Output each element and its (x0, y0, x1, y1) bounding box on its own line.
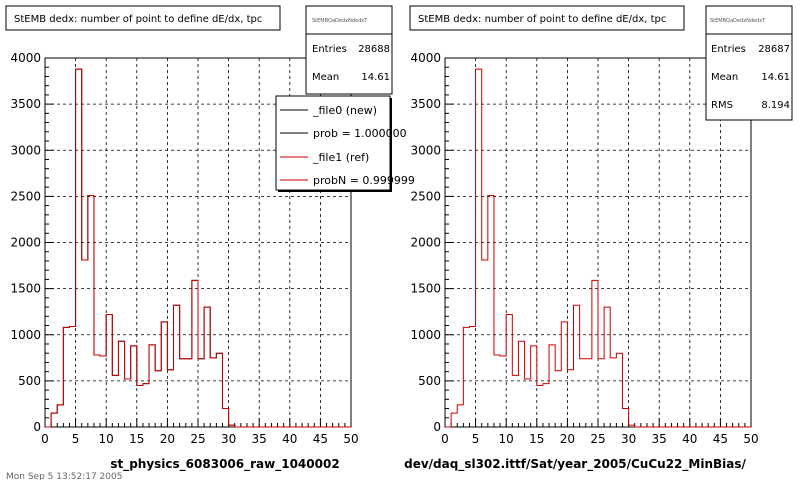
panel-1-x-tick-label: 20 (160, 432, 175, 446)
panel-1-x-axis-label: st_physics_6083006_raw_1040002 (110, 457, 339, 472)
panel-2-y-tick-label: 2000 (410, 236, 441, 250)
panel-2-x-tick-label: 25 (590, 432, 605, 446)
panel-1-y-tick-label: 4000 (10, 51, 41, 65)
panel-2-y-tick-label: 500 (418, 374, 441, 388)
panel-1-y-tick-label: 1000 (10, 328, 41, 342)
panel-2-y-tick-label: 3000 (410, 143, 441, 157)
panel-2-y-tick-label: 4000 (410, 51, 441, 65)
panel-1-y-tick-label: 500 (18, 374, 41, 388)
panel-2-y-tick-label: 1000 (410, 328, 441, 342)
legend-entry-file0: _file0 (new) (312, 104, 377, 117)
panel-2-y-tick-label: 0 (433, 420, 441, 434)
panel-1-stats-box: StEMBQaDedxNdedxT Entries 28688 Mean 14.… (305, 5, 393, 95)
panel-2-plot-area: 0 5 10 15 20 25 30 35 40 45 5005001000150020002500… (410, 51, 758, 446)
panel-2-x-tick-label: 45 (713, 432, 728, 446)
panel-2-title: StEMB dedx: number of point to define dE… (418, 14, 666, 25)
panel-2-x-tick-label: 10 (499, 432, 514, 446)
panel-1-y-tick-label: 3500 (10, 97, 41, 111)
panel-1-y-tick-label: 2000 (10, 236, 41, 250)
panel-1-x-tick-label: 45 (313, 432, 328, 446)
panel-1-stats-value-mean: 14.61 (361, 72, 390, 83)
panel-2-x-tick-label: 15 (529, 432, 544, 446)
panel-2-stats-box: StEMBQaDedxNdedxT Entries 28687 Mean 14.… (705, 5, 793, 121)
panel-2-y-tick-label: 1500 (410, 282, 441, 296)
panel-2-title-box: StEMB dedx: number of point to define dE… (409, 5, 685, 31)
panel-2-y-tick-label: 3500 (410, 97, 441, 111)
panel-2-stats-label-mean: Mean (711, 72, 738, 83)
panel-2-stats-name: StEMBQaDedxNdedxT (710, 18, 766, 24)
panel-1-x-tick-label: 15 (129, 432, 144, 446)
panel-1-x-tick-label: 25 (190, 432, 205, 446)
panel-1-series-2 (45, 68, 351, 428)
panel-1-y-tick-label: 3000 (10, 143, 41, 157)
panel-2-x-tick-label: 35 (652, 432, 667, 446)
panel-2-series-1 (445, 68, 751, 428)
panel-1-title: StEMB dedx: number of point to define dE… (14, 14, 262, 25)
panel-1-stats-label-mean: Mean (312, 72, 339, 83)
panel-2-x-tick-label: 20 (560, 432, 575, 446)
panel-1-x-tick-label: 30 (221, 432, 236, 446)
panel-2-x-tick-label: 50 (743, 432, 758, 446)
legend-entry-probn: probN = 0.999999 (313, 174, 415, 187)
panel-2-x-tick-label: 40 (682, 432, 697, 446)
panel-2-x-tick-label: 5 (472, 432, 480, 446)
panel-1-x-tick-label: 50 (343, 432, 358, 446)
panel-2-x-tick-label: 0 (441, 432, 449, 446)
panel-2-x-tick-label: 30 (621, 432, 636, 446)
panel-2-x-axis-label: dev/daq_sl302.ittf/Sat/year_2005/CuCu22_… (404, 457, 746, 472)
panel-1-legend: _file0 (new) prob = 1.000000 _file1 (ref… (275, 95, 415, 192)
panel-2-stats-value-entries: 28687 (758, 44, 790, 55)
legend-entry-file1: _file1 (ref) (312, 151, 369, 164)
panel-1-x-tick-label: 10 (99, 432, 114, 446)
panel-2-stats-value-mean: 14.61 (761, 72, 790, 83)
panel-1-x-tick-label: 35 (252, 432, 267, 446)
panel-1-stats-value-entries: 28688 (358, 44, 390, 55)
panel-1-stats-label-entries: Entries (312, 44, 347, 55)
footer-timestamp: Mon Sep 5 13:52:17 2005 (6, 472, 122, 480)
panel-2-stats-label-rms: RMS (711, 100, 733, 111)
panel-1-y-tick-label: 0 (33, 420, 41, 434)
panel-1-plot-area: 0 5 10 15 20 25 30 35 40 45 5005001000150020002500… (10, 51, 358, 446)
panel-1-stats-name: StEMBQaDedxNdedxT (312, 18, 368, 24)
panel-1-x-tick-label: 0 (41, 432, 49, 446)
panel-2-y-tick-label: 2500 (410, 189, 441, 203)
legend-entry-prob: prob = 1.000000 (313, 127, 407, 140)
panel-1-title-box: StEMB dedx: number of point to define dE… (5, 5, 281, 31)
panel-2-stats-label-entries: Entries (711, 44, 746, 55)
panel-1-y-tick-label: 2500 (10, 189, 41, 203)
panel-2-stats-value-rms: 8.194 (761, 100, 790, 111)
panel-1-x-tick-label: 5 (72, 432, 80, 446)
panel-1-x-tick-label: 40 (282, 432, 297, 446)
panel-1-y-tick-label: 1500 (10, 282, 41, 296)
